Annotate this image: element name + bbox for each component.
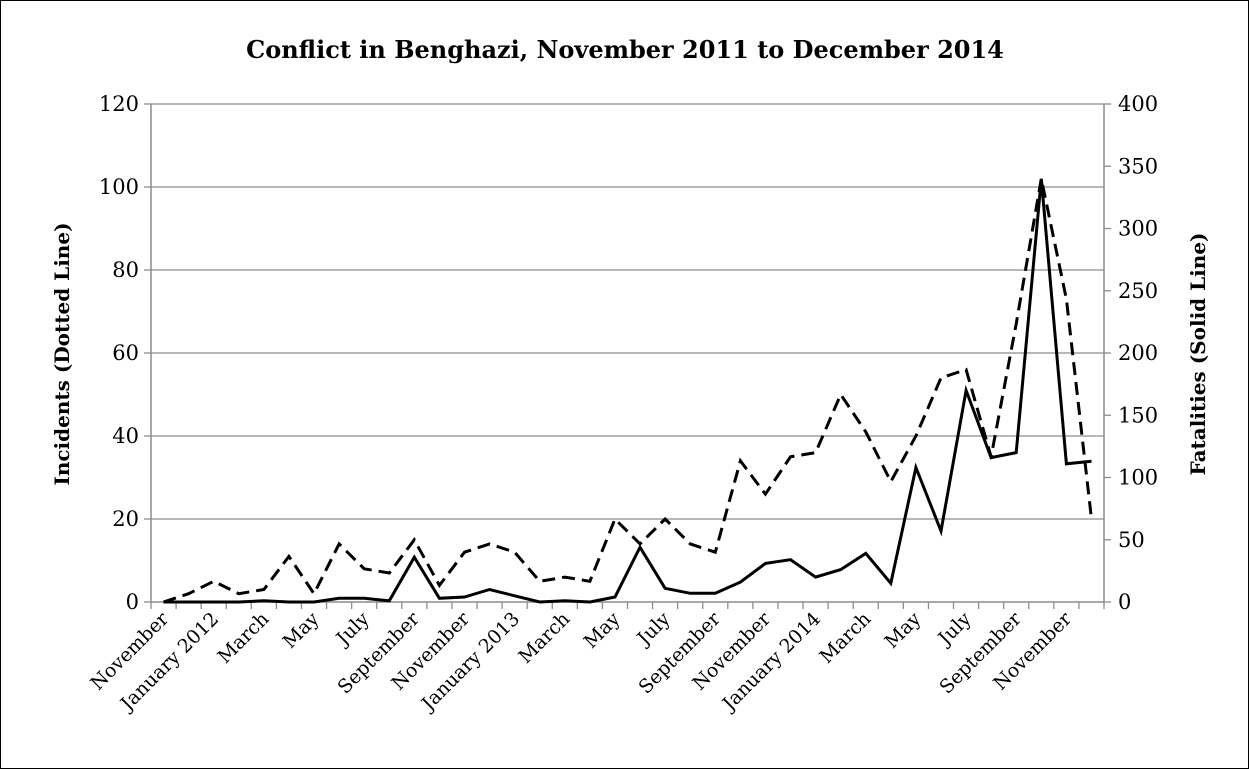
right-tick-label: 300: [1118, 217, 1158, 241]
series-lines: [163, 178, 1093, 604]
left-tick-label: 0: [126, 590, 139, 614]
right-axis-ticks: 0 50 100 150 200 250 300 350 400: [1104, 92, 1158, 614]
right-tick-label: 50: [1118, 528, 1145, 552]
left-tick-label: 80: [112, 258, 139, 282]
x-tick-label: March: [514, 608, 574, 668]
x-tick-label: May: [881, 608, 926, 653]
x-tick-label: July: [331, 608, 374, 651]
left-tick-label: 120: [99, 92, 139, 116]
x-tick-label: March: [815, 608, 875, 668]
right-axis-title: Fatalities (Solid Line): [1186, 232, 1210, 475]
x-tick-label: March: [213, 608, 273, 668]
left-axis-ticks: 0 20 40 60 80 100 120: [99, 92, 151, 614]
x-tick-label: July: [933, 608, 976, 651]
chart-title: Conflict in Benghazi, November 2011 to D…: [246, 35, 1004, 64]
left-tick-label: 60: [112, 341, 139, 365]
left-tick-label: 40: [112, 424, 139, 448]
left-tick-label: 20: [112, 507, 139, 531]
incidents-series-line: [163, 178, 1093, 604]
right-tick-label: 350: [1118, 154, 1158, 178]
left-axis-title: Incidents (Dotted Line): [50, 222, 74, 485]
right-tick-label: 0: [1118, 590, 1131, 614]
right-tick-label: 400: [1118, 92, 1158, 116]
right-tick-label: 250: [1118, 279, 1158, 303]
left-tick-label: 100: [99, 175, 139, 199]
fatalities-series-line: [163, 178, 1092, 604]
right-tick-label: 100: [1118, 466, 1158, 490]
gridlines: [151, 103, 1104, 520]
x-tick-label: May: [580, 608, 625, 653]
right-tick-label: 200: [1118, 341, 1158, 365]
x-tick-label: July: [632, 608, 675, 651]
right-tick-label: 150: [1118, 403, 1158, 427]
x-tick-label: May: [279, 608, 324, 653]
